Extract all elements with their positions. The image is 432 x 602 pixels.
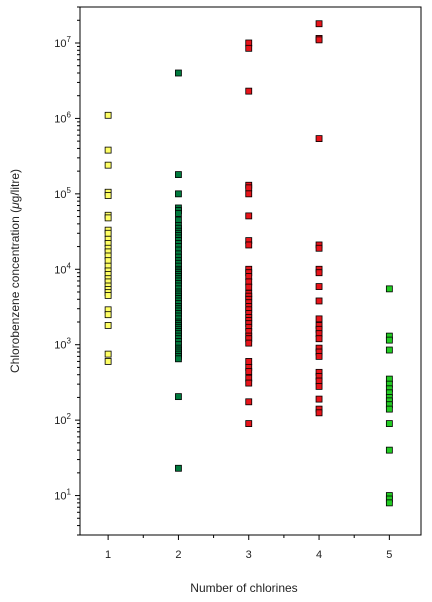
y-tick-label: 101 xyxy=(54,488,71,503)
data-point xyxy=(175,69,182,77)
data-point xyxy=(175,171,182,178)
y-axis-title: Chlorobenzene concentration (μg/litre) xyxy=(8,169,22,373)
y-tick-label: 106 xyxy=(54,110,71,125)
data-point xyxy=(175,355,182,363)
data-points xyxy=(104,20,393,507)
data-point xyxy=(385,346,393,354)
y-axis-title-prefix: Chlorobenzene concentration ( xyxy=(8,209,22,373)
data-point xyxy=(315,335,323,343)
y-tick-label: 102 xyxy=(54,412,71,427)
data-point xyxy=(315,283,323,290)
data-point xyxy=(385,499,393,507)
data-point xyxy=(104,192,112,199)
data-point xyxy=(175,216,182,224)
data-point xyxy=(175,393,182,401)
data-point xyxy=(385,336,393,344)
data-point xyxy=(245,241,253,249)
x-tick-label: 1 xyxy=(105,549,111,561)
data-point xyxy=(245,184,253,192)
x-tick-label: 4 xyxy=(316,549,322,561)
x-tick-label: 2 xyxy=(175,549,181,561)
data-point xyxy=(245,368,253,375)
x-tick-label: 3 xyxy=(246,549,252,561)
data-point xyxy=(315,244,323,252)
data-point xyxy=(245,190,253,198)
data-point xyxy=(315,395,323,403)
y-tick-label: 104 xyxy=(54,261,71,276)
data-point xyxy=(104,292,112,299)
data-point xyxy=(245,358,253,365)
data-point xyxy=(245,398,253,406)
data-point xyxy=(175,210,182,217)
data-point xyxy=(385,285,393,293)
data-point xyxy=(315,36,323,44)
y-tick-label: 103 xyxy=(54,337,71,352)
data-point xyxy=(104,350,112,358)
data-point xyxy=(104,358,112,365)
data-point xyxy=(245,339,253,347)
data-point xyxy=(104,322,112,329)
data-point xyxy=(245,44,253,52)
data-point xyxy=(245,379,253,387)
data-point xyxy=(245,212,253,220)
data-point xyxy=(245,87,253,95)
data-point xyxy=(385,405,393,413)
data-point xyxy=(315,352,323,360)
data-point xyxy=(315,269,323,277)
data-point xyxy=(104,311,112,319)
data-point xyxy=(245,283,253,291)
data-point xyxy=(245,420,253,427)
x-axis-title: Number of chlorines xyxy=(190,581,297,595)
data-point xyxy=(315,135,323,143)
data-point xyxy=(315,297,323,305)
y-axis-title-mu: μ xyxy=(8,202,22,210)
data-point xyxy=(104,146,112,154)
data-point xyxy=(315,383,323,390)
data-point xyxy=(104,161,112,169)
y-tick-label: 107 xyxy=(54,35,71,50)
data-point xyxy=(104,229,112,237)
data-point xyxy=(315,315,323,323)
y-axis: 101 102 103 104 105 106 107 xyxy=(54,6,80,536)
data-point xyxy=(104,111,112,119)
data-point xyxy=(175,464,182,472)
data-point xyxy=(175,190,182,198)
data-point xyxy=(315,409,323,417)
y-tick-label: 105 xyxy=(54,186,71,201)
data-point xyxy=(385,420,393,427)
y-axis-title-suffix: g/litre) xyxy=(8,169,22,202)
data-point xyxy=(385,446,393,454)
data-point xyxy=(104,214,112,222)
data-point xyxy=(315,20,323,28)
x-axis: 1 2 3 4 5 xyxy=(105,535,392,561)
x-tick-label: 5 xyxy=(386,549,392,561)
